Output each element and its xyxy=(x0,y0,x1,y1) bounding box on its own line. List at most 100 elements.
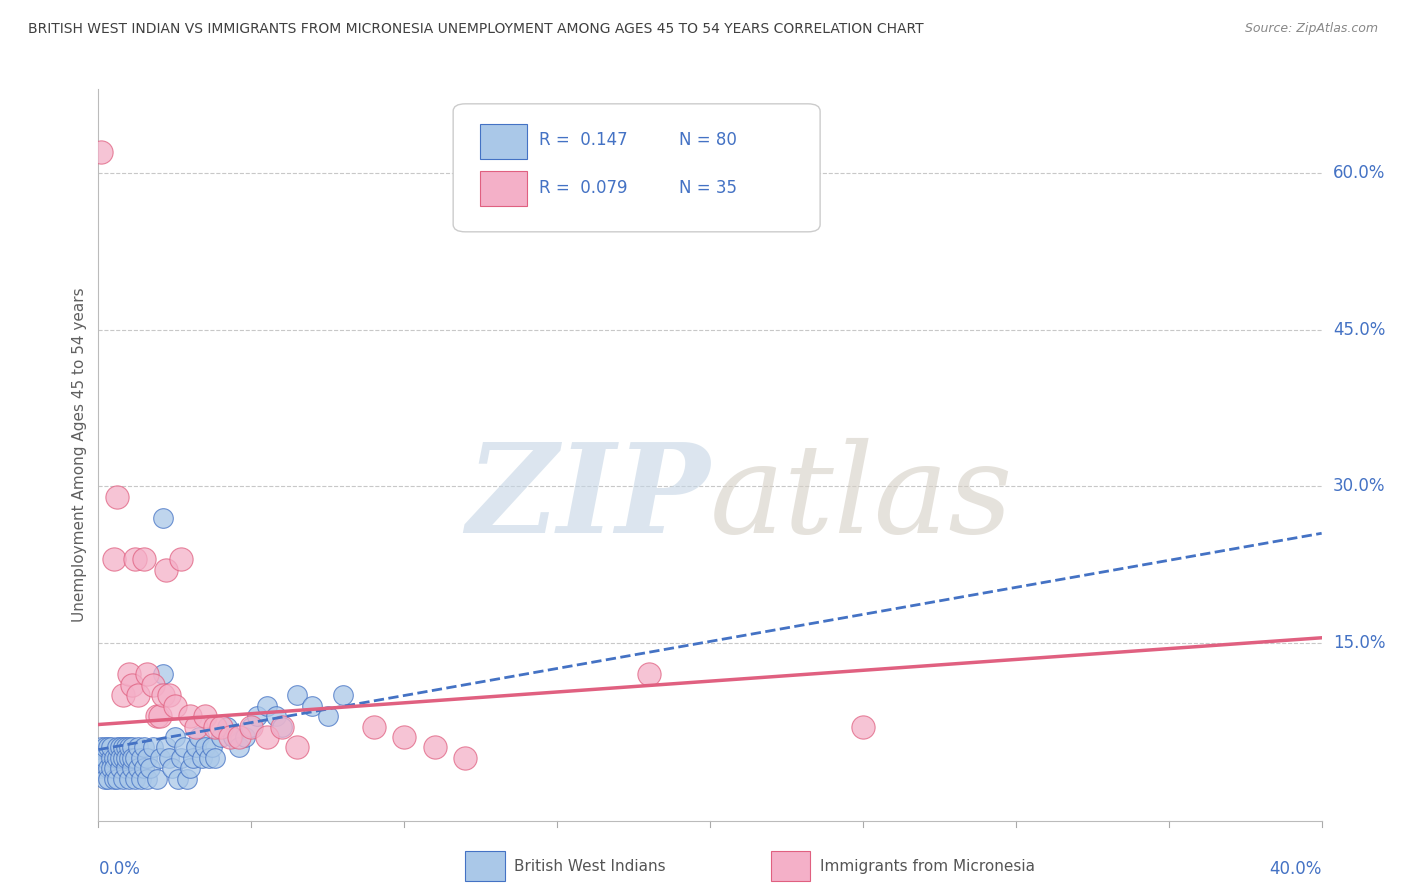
Text: BRITISH WEST INDIAN VS IMMIGRANTS FROM MICRONESIA UNEMPLOYMENT AMONG AGES 45 TO : BRITISH WEST INDIAN VS IMMIGRANTS FROM M… xyxy=(28,22,924,37)
Point xyxy=(93,751,115,765)
Point xyxy=(167,772,190,786)
Point xyxy=(134,740,156,755)
Point xyxy=(142,678,165,692)
Point xyxy=(363,720,385,734)
Point xyxy=(179,709,201,723)
Point xyxy=(121,678,143,692)
Point xyxy=(127,761,149,775)
Point xyxy=(176,772,198,786)
Point xyxy=(194,709,217,723)
Point xyxy=(246,709,269,723)
Point xyxy=(127,740,149,755)
Point xyxy=(163,730,186,744)
Point xyxy=(93,772,115,786)
Point xyxy=(215,720,238,734)
Point xyxy=(179,761,201,775)
Point xyxy=(222,730,245,744)
Point xyxy=(200,740,222,755)
Point xyxy=(170,751,193,765)
Text: ZIP: ZIP xyxy=(467,438,710,559)
Text: R =  0.079: R = 0.079 xyxy=(538,179,627,197)
Point xyxy=(423,740,446,755)
FancyBboxPatch shape xyxy=(479,124,526,159)
Point xyxy=(145,709,167,723)
Point xyxy=(209,730,232,744)
Text: 60.0%: 60.0% xyxy=(1333,164,1385,182)
Point xyxy=(111,740,134,755)
Point xyxy=(228,730,250,744)
Point xyxy=(90,145,112,159)
Point xyxy=(97,772,120,786)
Point xyxy=(105,490,128,504)
Text: N = 35: N = 35 xyxy=(679,179,738,197)
Point xyxy=(121,740,143,755)
Point xyxy=(108,751,131,765)
Point xyxy=(139,761,162,775)
Point xyxy=(97,761,120,775)
Text: British West Indians: British West Indians xyxy=(515,859,666,874)
Point xyxy=(285,740,308,755)
Point xyxy=(111,751,134,765)
Point xyxy=(100,740,122,755)
Point xyxy=(173,740,195,755)
Point xyxy=(152,688,174,702)
Y-axis label: Unemployment Among Ages 45 to 54 years: Unemployment Among Ages 45 to 54 years xyxy=(72,287,87,623)
Point xyxy=(240,720,263,734)
Point xyxy=(160,761,183,775)
Point xyxy=(194,740,217,755)
Point xyxy=(105,740,128,755)
Point xyxy=(186,720,208,734)
Point xyxy=(103,552,125,566)
Text: 30.0%: 30.0% xyxy=(1333,477,1385,495)
Point xyxy=(270,720,292,734)
Point xyxy=(105,772,128,786)
Point xyxy=(134,761,156,775)
Text: 0.0%: 0.0% xyxy=(98,860,141,878)
Point xyxy=(157,688,180,702)
Point xyxy=(115,761,138,775)
Point xyxy=(115,751,138,765)
Text: 40.0%: 40.0% xyxy=(1270,860,1322,878)
Point xyxy=(240,720,263,734)
Point xyxy=(186,740,208,755)
Point xyxy=(316,709,339,723)
Point xyxy=(124,751,146,765)
Point xyxy=(228,740,250,755)
Text: R =  0.147: R = 0.147 xyxy=(538,131,627,149)
Point xyxy=(264,709,287,723)
Point xyxy=(219,730,242,744)
Point xyxy=(121,761,143,775)
Point xyxy=(170,552,193,566)
Point xyxy=(181,751,204,765)
Point xyxy=(90,740,112,755)
Point xyxy=(124,552,146,566)
Point xyxy=(111,772,134,786)
Point xyxy=(136,751,159,765)
Point xyxy=(209,720,232,734)
Text: atlas: atlas xyxy=(710,438,1014,559)
Point xyxy=(136,772,159,786)
Point xyxy=(155,563,177,577)
FancyBboxPatch shape xyxy=(453,103,820,232)
Point xyxy=(93,740,115,755)
Point xyxy=(115,740,138,755)
Point xyxy=(142,740,165,755)
Point xyxy=(157,751,180,765)
Point xyxy=(852,720,875,734)
Point xyxy=(118,751,141,765)
Point xyxy=(332,688,354,702)
Point xyxy=(454,751,477,765)
Point xyxy=(118,740,141,755)
Point xyxy=(149,751,172,765)
FancyBboxPatch shape xyxy=(479,171,526,206)
Point xyxy=(108,761,131,775)
Point xyxy=(90,751,112,765)
Point xyxy=(121,751,143,765)
FancyBboxPatch shape xyxy=(772,851,810,880)
Point xyxy=(285,688,308,702)
Point xyxy=(129,751,152,765)
Point xyxy=(197,751,219,765)
Text: Immigrants from Micronesia: Immigrants from Micronesia xyxy=(820,859,1035,874)
Point xyxy=(111,688,134,702)
Point xyxy=(233,730,256,744)
